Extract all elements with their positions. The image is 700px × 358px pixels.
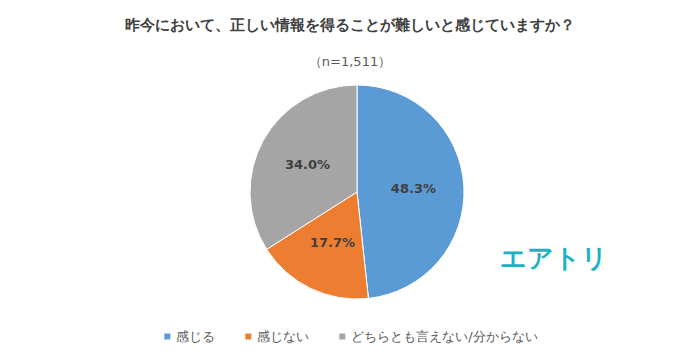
svg-text:昨今において、正しい情報を得ることが難しいと感じていますか？: 昨今において、正しい情報を得ることが難しいと感じていますか？ bbox=[125, 16, 575, 34]
svg-text:（n=1,511）: （n=1,511） bbox=[309, 54, 391, 69]
svg-text:どちらとも言えない/分からない: どちらとも言えない/分からない bbox=[351, 329, 537, 344]
svg-text:48.3%: 48.3% bbox=[391, 181, 436, 196]
svg-text:感じない: 感じない bbox=[257, 329, 309, 344]
svg-text:17.7%: 17.7% bbox=[310, 235, 355, 250]
svg-text:感じる: 感じる bbox=[176, 329, 215, 344]
svg-text:34.0%: 34.0% bbox=[285, 157, 330, 172]
svg-text:エアトリ: エアトリ bbox=[500, 243, 608, 273]
